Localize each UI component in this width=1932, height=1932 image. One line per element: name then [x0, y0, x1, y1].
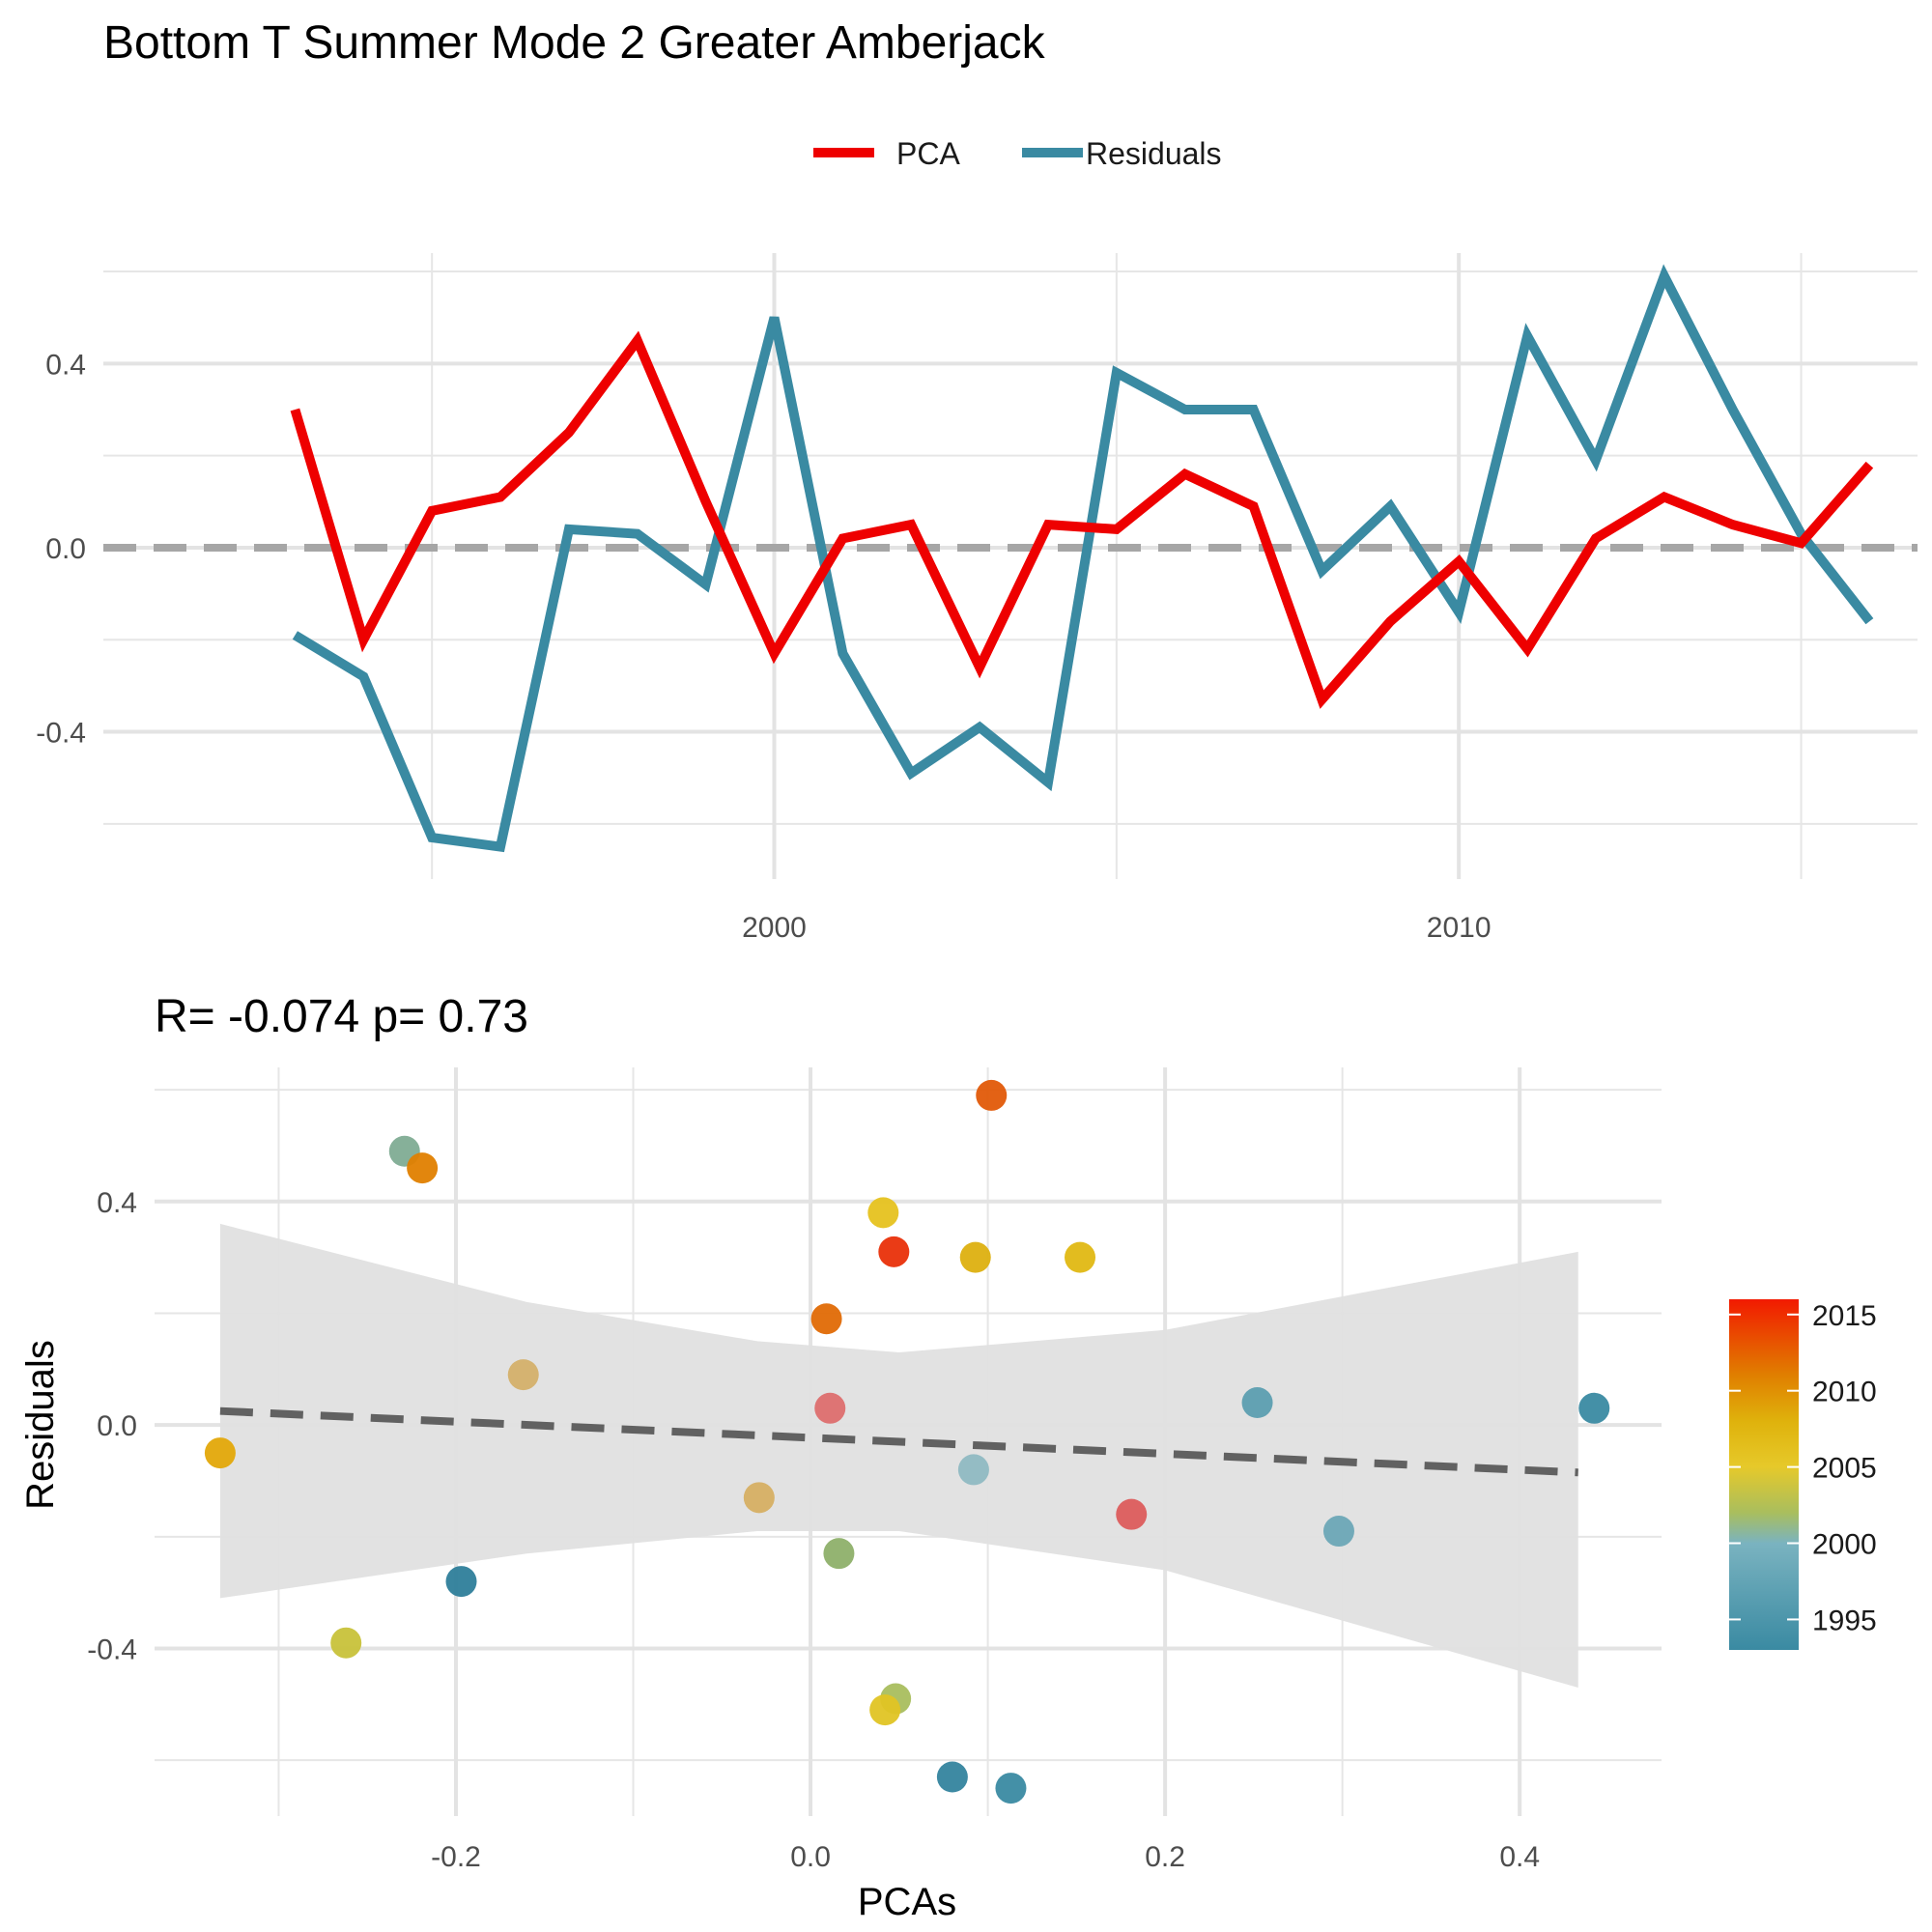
scatter-point [507, 1359, 539, 1391]
scatter-point [743, 1482, 775, 1514]
x-tick-label: 2010 [1427, 912, 1492, 944]
y-tick-label: -0.4 [87, 1634, 137, 1665]
scatter-point [1065, 1241, 1096, 1273]
legend: PCA Residuals [813, 136, 1222, 171]
y-tick-label: 0.0 [97, 1410, 137, 1442]
y-tick-label: -0.4 [36, 718, 86, 750]
confidence-band [219, 1223, 1578, 1688]
scatter-point [823, 1538, 855, 1570]
x-tick-label: 2000 [742, 912, 807, 944]
colorbar-tick-label: 2005 [1812, 1453, 1877, 1485]
legend-label-residuals: Residuals [1086, 136, 1222, 171]
scatter-point [936, 1761, 968, 1793]
scatter-point [1322, 1516, 1354, 1548]
scatter-point [407, 1152, 439, 1184]
x-tick-label: -0.2 [431, 1841, 481, 1873]
y-tick-label: 0.4 [97, 1187, 137, 1219]
scatter-point [204, 1437, 236, 1469]
x-tick-label: 0.0 [790, 1841, 831, 1873]
scatter-point [1116, 1498, 1148, 1530]
scatter-point [445, 1566, 477, 1598]
scatter-point [814, 1392, 846, 1424]
colorbar-tick-label: 2015 [1812, 1300, 1877, 1332]
scatter-point [878, 1236, 910, 1267]
series-line-pca [290, 330, 1874, 709]
scatter-point [976, 1079, 1008, 1111]
scatter-point [995, 1773, 1027, 1804]
color-legend: 1995 2000 2005 2010 2015 [1729, 1299, 1877, 1650]
x-axis-label: PCAs [858, 1881, 956, 1923]
series-line-residuals [292, 264, 1874, 853]
scatter-title: R= -0.074 p= 0.73 [155, 991, 528, 1042]
scatter-panel: -0.4 0.0 0.4 -0.2 0.0 0.2 0.4 [87, 1067, 1662, 1873]
colorbar-gradient [1729, 1299, 1799, 1650]
legend-label-pca: PCA [896, 136, 960, 171]
y-tick-label: 0.4 [45, 349, 86, 381]
scatter-point [1241, 1387, 1273, 1419]
scatter-point [867, 1197, 899, 1229]
scatter-point [330, 1627, 362, 1659]
x-tick-label: 0.4 [1499, 1841, 1540, 1873]
scatter-point [1578, 1392, 1610, 1424]
colorbar-tick-label: 1995 [1812, 1605, 1877, 1636]
x-tick-label: 0.2 [1145, 1841, 1185, 1873]
scatter-point [957, 1454, 989, 1486]
scatter-point [869, 1694, 901, 1726]
regression-line [219, 1406, 1578, 1477]
y-axis-label: Residuals [19, 1340, 62, 1510]
figure-title: Bottom T Summer Mode 2 Greater Amberjack [103, 17, 1046, 69]
y-tick-label: 0.0 [45, 533, 86, 565]
scatter-point [810, 1303, 842, 1335]
scatter-point [959, 1241, 991, 1273]
colorbar-tick-label: 2000 [1812, 1529, 1877, 1561]
colorbar-tick-label: 2010 [1812, 1377, 1877, 1408]
time-series-panel: -0.4 0.0 0.4 2000 2010 [36, 253, 1918, 944]
